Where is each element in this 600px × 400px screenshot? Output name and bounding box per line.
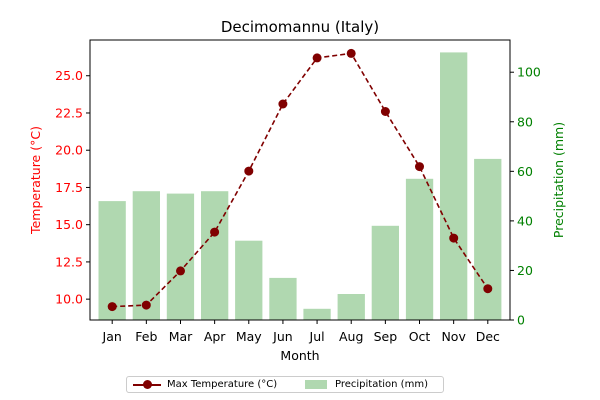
precipitation-bar xyxy=(440,52,468,321)
temperature-point xyxy=(141,300,151,310)
precipitation-bar xyxy=(98,201,126,320)
right-tick-label: 100 xyxy=(517,65,541,80)
precipitation-bar xyxy=(303,308,331,320)
x-tick-label: Sep xyxy=(374,329,398,344)
right-tick-label: 40 xyxy=(517,213,533,228)
legend-bar-swatch xyxy=(305,380,327,389)
left-tick-label: 17.5 xyxy=(55,180,83,195)
x-tick-label: Jan xyxy=(102,329,122,344)
temperature-point xyxy=(312,53,322,63)
x-tick-label: Mar xyxy=(169,329,193,344)
right-tick-label: 0 xyxy=(517,313,525,328)
temperature-point xyxy=(380,107,390,116)
right-axis-label: Precipitation (mm) xyxy=(551,122,566,238)
precipitation-bar xyxy=(405,178,434,320)
left-tick-label: 22.5 xyxy=(55,105,83,120)
temperature-point xyxy=(176,266,185,276)
x-tick-label: Dec xyxy=(476,329,500,344)
temperature-point xyxy=(449,233,459,243)
precipitation-bar xyxy=(201,191,229,320)
precipitation-bar xyxy=(474,158,502,320)
x-tick-label: Aug xyxy=(339,329,363,344)
precipitation-bar xyxy=(269,277,297,320)
legend-marker-swatch xyxy=(143,380,152,389)
temperature-point xyxy=(278,99,288,109)
x-tick-label: Nov xyxy=(441,329,466,344)
temperature-point xyxy=(483,284,493,294)
left-axis-label: Temperature (°C) xyxy=(28,126,43,235)
left-tick-label: 10.0 xyxy=(55,292,83,307)
temperature-line xyxy=(112,52,489,308)
precipitation-bar xyxy=(235,240,263,320)
legend-label-temperature: Max Temperature (°C) xyxy=(167,379,278,390)
precipitation-bar xyxy=(371,225,399,320)
precipitation-bar xyxy=(166,193,195,320)
x-tick-label: May xyxy=(236,329,262,344)
plot-frame xyxy=(89,39,511,321)
right-tick-label: 20 xyxy=(517,263,533,278)
temperature-point xyxy=(415,162,424,172)
left-tick-label: 12.5 xyxy=(55,254,83,269)
temperature-point xyxy=(210,227,220,237)
left-tick-label: 15.0 xyxy=(55,217,83,232)
precipitation-bar xyxy=(337,294,365,320)
x-tick-label: Jul xyxy=(309,329,325,344)
x-axis-label: Month xyxy=(280,348,319,363)
temperature-point xyxy=(244,166,254,176)
left-tick-label: 20.0 xyxy=(55,143,83,158)
left-tick-label: 25.0 xyxy=(55,68,83,83)
x-tick-label: Feb xyxy=(135,329,157,344)
x-tick-label: Jun xyxy=(272,329,293,344)
x-tick-label: Oct xyxy=(409,329,431,344)
legend: Max Temperature (°C) Precipitation (mm) xyxy=(126,376,444,393)
temperature-point xyxy=(107,302,117,312)
right-tick-label: 60 xyxy=(517,164,533,179)
x-tick-label: Apr xyxy=(204,329,226,344)
legend-label-precipitation: Precipitation (mm) xyxy=(335,379,428,390)
chart-title: Decimomannu (Italy) xyxy=(221,18,379,36)
precipitation-bar xyxy=(132,191,160,320)
right-tick-label: 80 xyxy=(517,114,533,129)
temperature-point xyxy=(346,48,356,58)
